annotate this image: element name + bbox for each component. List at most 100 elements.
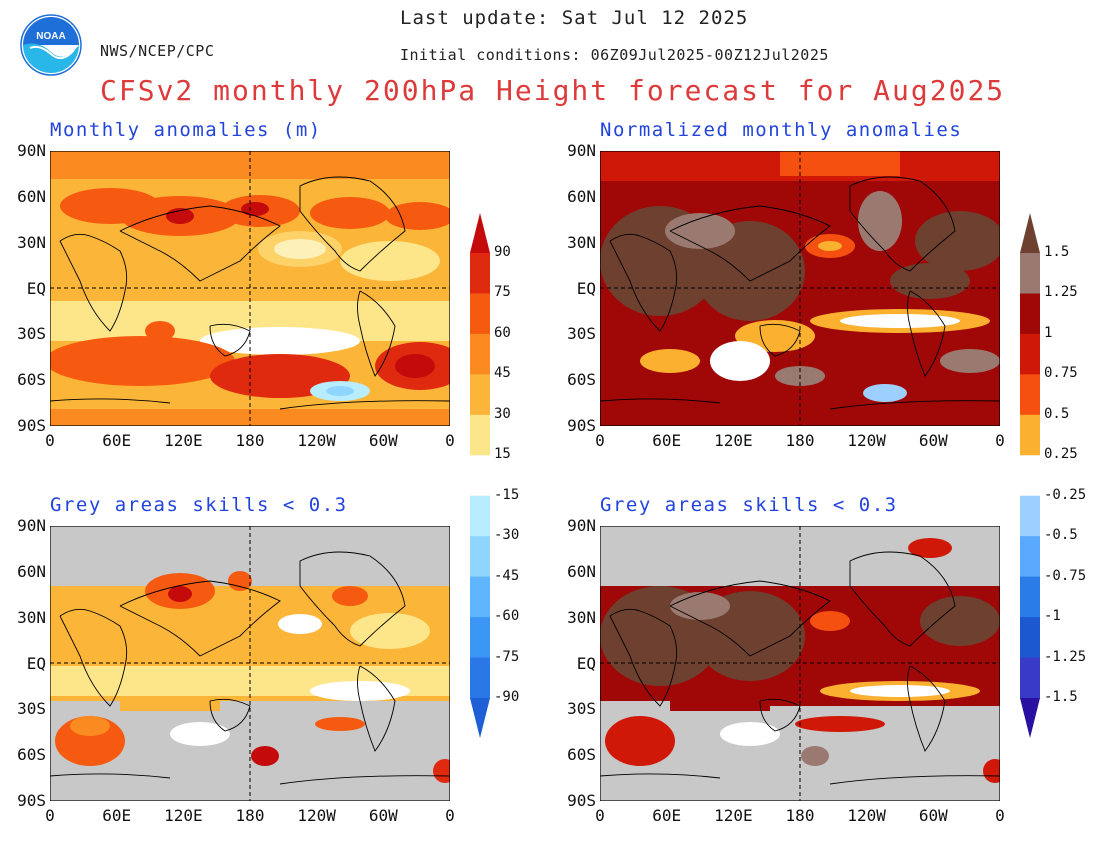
lat-label: 30N <box>567 232 596 252</box>
lon-label: 0 <box>45 806 55 825</box>
colorbar-segment <box>1020 414 1040 456</box>
colorbar-right-swatches <box>1020 213 1040 738</box>
lat-label: 90N <box>17 516 46 535</box>
lat-label: 60N <box>17 561 46 581</box>
initial-conditions: Initial conditions: 06Z09Jul2025-00Z12Ju… <box>400 46 829 64</box>
lat-label: 30N <box>17 232 46 252</box>
colorbar-tick-label: -90 <box>494 689 520 705</box>
colorbar-bottom-triangle <box>1020 698 1040 738</box>
lon-label: 0 <box>45 431 55 450</box>
colorbar-segment <box>1020 536 1040 578</box>
lat-label: 90S <box>17 791 46 810</box>
lon-label: 60E <box>102 431 132 450</box>
colorbar-segment <box>1020 374 1040 416</box>
colorbar-segment <box>470 455 490 497</box>
lat-label: 60N <box>17 186 46 206</box>
colorbar-top-triangle <box>470 213 490 253</box>
lat-label: EQ <box>576 278 596 298</box>
panel-title-top-left: Monthly anomalies (m) <box>50 119 322 141</box>
lon-label: 60W <box>918 431 948 450</box>
lon-label: 60W <box>918 806 948 825</box>
lat-label: 30N <box>567 607 596 627</box>
lon-label: 60E <box>652 431 682 450</box>
colorbar-tick-label: -0.75 <box>1044 567 1087 584</box>
lat-label: 90N <box>567 141 596 160</box>
colorbar-tick-label: -75 <box>494 648 520 665</box>
map-normalized-anomalies <box>600 151 1000 426</box>
colorbar-tick-label: 1.5 <box>1044 244 1070 260</box>
lon-label: 180 <box>785 431 815 450</box>
colorbar-bottom-triangle <box>470 698 490 738</box>
colorbar-segment <box>1020 576 1040 618</box>
lon-label: 0 <box>995 431 1005 450</box>
colorbar-tick-label: -0.25 <box>1044 486 1087 503</box>
lat-label: 30S <box>567 699 596 719</box>
colorbar-segment <box>470 414 490 456</box>
lat-label: EQ <box>576 653 596 673</box>
agency-label: NWS/NCEP/CPC <box>100 42 215 60</box>
colorbar-segment <box>1020 455 1040 497</box>
map-skill-masked-anomalies <box>50 526 450 801</box>
lon-label: 180 <box>785 806 815 825</box>
colorbar-tick-label: -1.25 <box>1044 648 1087 665</box>
colorbar-tick-label: 30 <box>494 405 511 422</box>
lat-label: 30N <box>17 607 46 627</box>
colorbar-segment <box>1020 253 1040 294</box>
colorbar-segment <box>1020 293 1040 335</box>
lat-label: 60N <box>567 561 596 581</box>
lon-label: 120W <box>847 431 886 450</box>
colorbar-segment <box>470 333 490 375</box>
page-title: CFSv2 monthly 200hPa Height forecast for… <box>100 74 1006 107</box>
colorbar-segment <box>1020 495 1040 537</box>
lat-label: 60S <box>17 745 46 765</box>
colorbar-tick-label: 60 <box>494 324 511 341</box>
colorbar-tick-label: 1.25 <box>1044 284 1078 301</box>
colorbar-tick-label: -1.5 <box>1044 689 1078 705</box>
panel-title-bottom-left: Grey areas skills < 0.3 <box>50 494 348 516</box>
lon-label: 60W <box>368 806 398 825</box>
colorbar-segment <box>1020 617 1040 659</box>
lon-label: 60E <box>102 806 132 825</box>
lon-label: 60E <box>652 806 682 825</box>
lon-label: 60W <box>368 431 398 450</box>
lon-label: 0 <box>595 806 605 825</box>
colorbar-tick-label: 0.25 <box>1044 446 1078 463</box>
lon-label: 180 <box>235 806 265 825</box>
lat-label: EQ <box>26 653 46 673</box>
lon-label: 120W <box>847 806 886 825</box>
lon-label: 0 <box>995 806 1005 825</box>
last-update: Last update: Sat Jul 12 2025 <box>400 7 749 29</box>
map-monthly-anomalies <box>50 151 450 426</box>
lon-label: 0 <box>445 431 455 450</box>
lat-label: EQ <box>26 278 46 298</box>
lat-label: 90N <box>17 141 46 160</box>
panel-title-bottom-right: Grey areas skills < 0.3 <box>600 494 898 516</box>
colorbar-segment <box>1020 333 1040 375</box>
lon-label: 120W <box>297 806 336 825</box>
lon-label: 180 <box>235 431 265 450</box>
colorbar-segment <box>470 495 490 537</box>
colorbar-tick-label: -30 <box>494 527 520 544</box>
lon-label: 0 <box>445 806 455 825</box>
lat-label: 30S <box>567 324 596 344</box>
colorbar-right <box>1018 213 1042 738</box>
colorbar-tick-label: -60 <box>494 608 520 625</box>
lat-label: 90S <box>567 791 596 810</box>
colorbar-segment <box>470 253 490 294</box>
colorbar-segment <box>470 536 490 578</box>
colorbar-left <box>468 213 492 738</box>
lat-label: 30S <box>17 324 46 344</box>
lon-label: 0 <box>595 431 605 450</box>
colorbar-tick-label: -0.5 <box>1044 527 1078 544</box>
lon-label: 120W <box>297 431 336 450</box>
colorbar-tick-label: -15 <box>494 486 520 503</box>
lat-label: 60S <box>17 370 46 390</box>
colorbar-tick-label: 1 <box>1044 324 1053 341</box>
lon-label: 120E <box>164 431 203 450</box>
lon-label: 120E <box>714 431 753 450</box>
map-skill-masked-normalized <box>600 526 1000 801</box>
colorbar-segment <box>470 293 490 335</box>
colorbar-tick-label: 75 <box>494 284 511 301</box>
lon-label: 120E <box>714 806 753 825</box>
colorbar-segment <box>1020 657 1040 699</box>
